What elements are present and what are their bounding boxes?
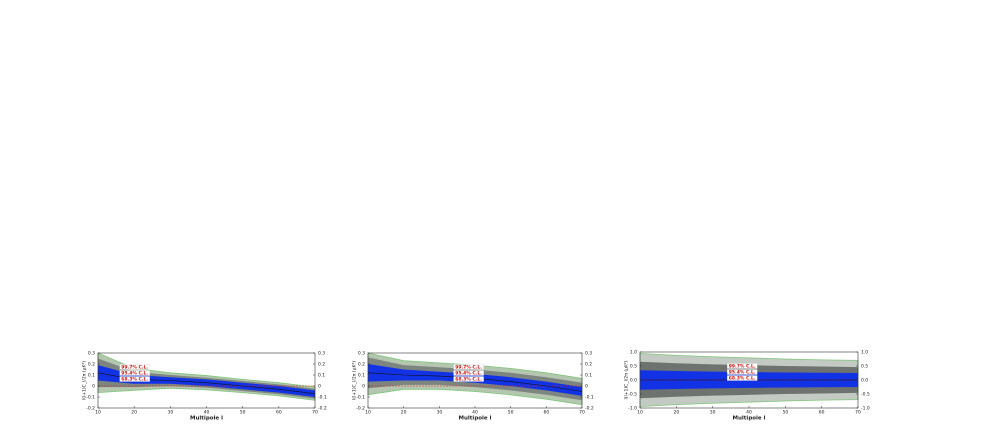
legend-label: 95.4% C.L.	[455, 371, 482, 377]
y-tick-label: -0.5	[628, 392, 637, 398]
legend-box	[119, 370, 150, 376]
x-tick-label: 50	[240, 410, 246, 416]
y-tick-label-right: 0.1	[318, 373, 325, 379]
x-tick-label: 70	[855, 410, 861, 416]
x-tick-label: 30	[436, 410, 442, 416]
legend-label: 99.7% C.L.	[729, 364, 756, 370]
y-tick-label: -1.0	[628, 406, 637, 412]
legend-box	[727, 375, 758, 381]
y-axis-label: l(l+1)C_l/2π (μK²)	[352, 361, 358, 400]
y-tick-label-right: -1.0	[861, 406, 870, 412]
x-tick-label: 40	[204, 410, 210, 416]
y-tick-label-right: 1.0	[861, 350, 868, 356]
y-tick-label: -0.2	[86, 406, 95, 412]
y-tick-label-right: -0.1	[585, 395, 594, 401]
x-tick-label: 20	[673, 410, 679, 416]
y-tick-label: 0.1	[358, 373, 365, 379]
legend-box	[119, 376, 150, 382]
y-tick-label-right: 0.1	[585, 373, 592, 379]
y-tick-label-right: 0.0	[861, 378, 868, 384]
y-tick-label-right: 0.3	[585, 351, 592, 357]
x-tick-label: 50	[782, 410, 788, 416]
legend-box	[119, 364, 150, 370]
x-axis-label: Multipole l	[733, 416, 766, 422]
y-tick-label-right: 0.5	[861, 364, 868, 370]
x-tick-label: 20	[131, 410, 137, 416]
y-tick-label: 0.2	[358, 362, 365, 368]
y-axis-label: l(l+1)C_l/2π (μK²)	[624, 360, 630, 399]
x-tick-label: 10	[637, 410, 643, 416]
y-tick-label-right: -0.5	[861, 392, 870, 398]
y-tick-label-right: 0.2	[318, 362, 325, 368]
x-tick-label: 50	[508, 410, 514, 416]
legend-box	[727, 363, 758, 369]
y-tick-label-right: 0	[318, 384, 321, 390]
x-tick-label: 10	[365, 410, 371, 416]
y-tick-label-right: 0	[585, 384, 588, 390]
y-tick-label-right: -0.2	[585, 406, 594, 412]
x-tick-label: 20	[401, 410, 407, 416]
legend-box	[453, 364, 484, 370]
legend-label: 95.4% C.L.	[729, 370, 756, 376]
legend-label: 68.3% C.L.	[121, 377, 148, 383]
x-axis-label: Multipole l	[190, 416, 223, 422]
y-tick-label-right: -0.1	[318, 395, 327, 401]
y-tick-label: 0.0	[630, 378, 637, 384]
x-tick-label: 70	[579, 410, 585, 416]
legend-label: 68.3% C.L.	[729, 376, 756, 382]
y-tick-label: 0	[362, 384, 365, 390]
y-tick-label: 0.3	[358, 351, 365, 357]
panel: 10 20 30 40 50 60 70-1.0 -1.0-0.5 -0.50.0 0.00.5 0…	[624, 350, 870, 422]
x-tick-label: 70	[312, 410, 318, 416]
y-axis-label: l(l+1)C_l/2π (μK²)	[82, 361, 88, 400]
x-tick-label: 10	[95, 410, 101, 416]
legend-label: 99.7% C.L.	[455, 365, 482, 371]
x-tick-label: 40	[746, 410, 752, 416]
x-tick-label: 40	[472, 410, 478, 416]
legend-label: 99.7% C.L.	[121, 365, 148, 371]
x-tick-label: 60	[543, 410, 549, 416]
y-tick-label-right: -0.2	[318, 406, 327, 412]
y-tick-label-right: 0.3	[318, 351, 325, 357]
legend-box	[453, 376, 484, 382]
x-tick-label: 30	[167, 410, 173, 416]
y-tick-label: -0.1	[356, 395, 365, 401]
legend-label: 68.3% C.L.	[455, 377, 482, 383]
x-tick-label: 30	[710, 410, 716, 416]
y-tick-label: 0	[92, 384, 95, 390]
y-tick-label-right: 0.2	[585, 362, 592, 368]
legend-label: 95.4% C.L.	[121, 371, 148, 377]
panel: 10 20 30 40 50 60 70-0.2 -0.2-0.1 -0.10 00.1 0.10.…	[352, 351, 594, 422]
legend-box	[453, 370, 484, 376]
y-tick-label: 0.3	[88, 351, 95, 357]
y-tick-label: 1.0	[630, 350, 637, 356]
panel: 10 20 30 40 50 60 70-0.2 -0.2-0.1 -0.10 00.1 0.10.…	[82, 351, 327, 422]
y-tick-label: 0.2	[88, 362, 95, 368]
legend-box	[727, 369, 758, 375]
y-tick-label: -0.2	[356, 406, 365, 412]
x-tick-label: 60	[276, 410, 282, 416]
x-tick-label: 60	[819, 410, 825, 416]
x-axis-label: Multipole l	[459, 416, 492, 422]
confidence-band	[98, 365, 315, 397]
y-tick-label: 0.5	[630, 364, 637, 370]
y-tick-label: -0.1	[86, 395, 95, 401]
y-tick-label: 0.1	[88, 373, 95, 379]
